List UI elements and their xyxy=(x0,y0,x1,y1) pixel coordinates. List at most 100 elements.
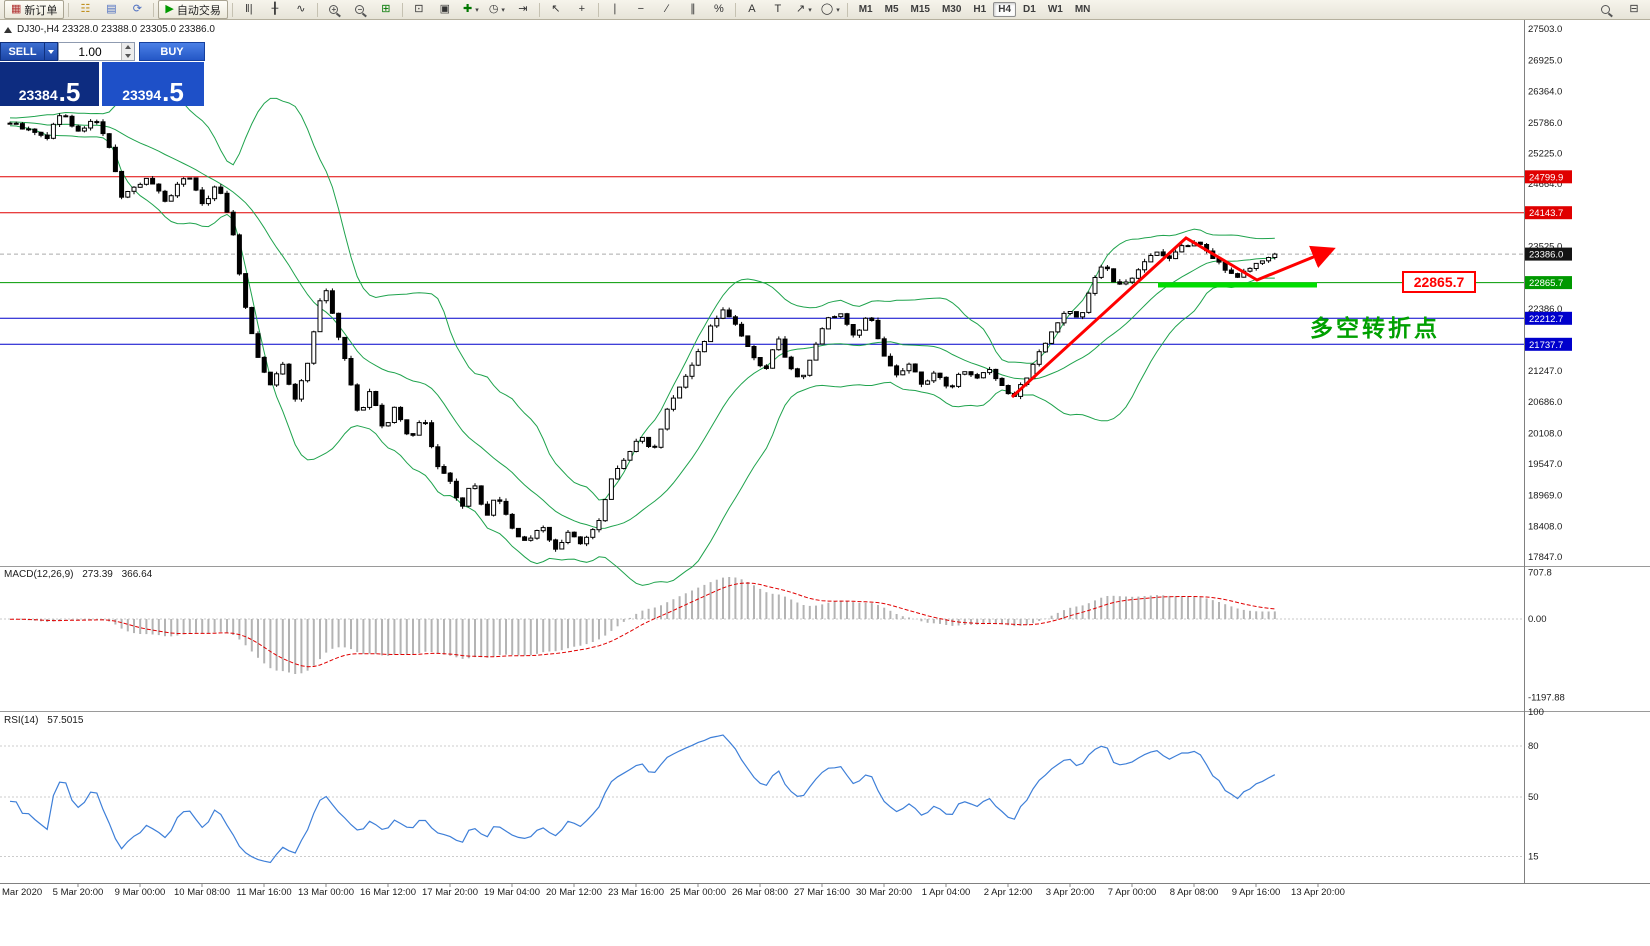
fibonacci-icon[interactable]: % xyxy=(707,0,731,19)
volume-input[interactable] xyxy=(59,43,121,60)
text-label-icon-glyph: T xyxy=(774,3,782,15)
panel-toggle-icon[interactable] xyxy=(4,26,12,33)
toolbar-separator xyxy=(316,2,318,17)
refresh-icon[interactable]: ⟳ xyxy=(125,0,149,19)
trade-controls-row: SELL BUY xyxy=(0,42,205,61)
svg-text:1 Apr 04:00: 1 Apr 04:00 xyxy=(922,887,971,898)
timeframe-W1[interactable]: W1 xyxy=(1047,4,1063,15)
candles xyxy=(7,113,1278,552)
axis-tick-labels: 27503.0 26925.0 26364.0 25786.0 25225.0 24664… xyxy=(1528,24,1565,863)
svg-text:9 Mar 00:00: 9 Mar 00:00 xyxy=(115,887,166,898)
sell-price[interactable]: 23384 .5 xyxy=(0,62,99,106)
timeframe-M5[interactable]: M5 xyxy=(884,4,899,15)
text-icon[interactable]: A xyxy=(740,0,764,19)
timeframe-MN[interactable]: MN xyxy=(1074,4,1091,15)
svg-text:22865.7: 22865.7 xyxy=(1529,278,1563,289)
chart-shift-icon-glyph: ⇥ xyxy=(518,3,528,15)
new-order-button-label: 新订单 xyxy=(24,4,58,17)
svg-text:0.00: 0.00 xyxy=(1528,614,1547,625)
volume-up-button[interactable] xyxy=(122,43,134,52)
buy-price-pips: .5 xyxy=(162,77,184,108)
pane-separators[interactable] xyxy=(0,20,1650,884)
line-chart-icon[interactable]: ∿ xyxy=(289,0,313,19)
shapes-icon[interactable]: ◯ ▾ xyxy=(818,0,843,19)
price-callout-box[interactable]: 22865.7 xyxy=(1402,271,1476,293)
svg-text:80: 80 xyxy=(1528,741,1539,752)
channel-icon[interactable]: ∥ xyxy=(681,0,705,19)
annotation-text-turning-point[interactable]: 多空转折点 xyxy=(1310,315,1440,341)
tile-windows-icon[interactable]: ⊡ xyxy=(407,0,431,19)
buy-price[interactable]: 23394 .5 xyxy=(102,62,204,106)
svg-text:24664.0: 24664.0 xyxy=(1528,179,1562,190)
volume-dropdown-icon[interactable] xyxy=(45,42,58,61)
svg-text:11 Mar 16:00: 11 Mar 16:00 xyxy=(236,887,291,898)
trade-prices-row: 23384 .5 23394 .5 xyxy=(0,62,205,106)
rsi-name: RSI(14) xyxy=(4,715,39,726)
svg-text:26 Mar 08:00: 26 Mar 08:00 xyxy=(732,887,788,898)
buy-price-main: 23394 xyxy=(122,86,162,103)
profiles-icon-glyph: ▤ xyxy=(106,3,117,15)
horizontal-line-icon[interactable]: − xyxy=(629,0,653,19)
svg-text:10 Mar 08:00: 10 Mar 08:00 xyxy=(174,887,230,898)
rsi-value: 57.5015 xyxy=(47,715,84,726)
svg-text:8 Apr 08:00: 8 Apr 08:00 xyxy=(1170,887,1219,898)
macd-indicator-label: MACD(12,26,9) 273.39 366.64 xyxy=(4,569,152,580)
crosshair-icon-glyph: + xyxy=(578,3,586,15)
volume-spinner xyxy=(121,43,134,60)
cursor-icon[interactable]: ↖ xyxy=(544,0,568,19)
history-center-icon[interactable]: ☷ xyxy=(73,0,97,19)
shapes-icon-glyph: ◯ xyxy=(820,3,834,15)
svg-text:9 Apr 16:00: 9 Apr 16:00 xyxy=(1232,887,1281,898)
svg-text:18969.0: 18969.0 xyxy=(1528,491,1562,502)
svg-text:21737.7: 21737.7 xyxy=(1529,340,1563,351)
bar-chart-icon[interactable]: ‖| xyxy=(237,0,261,19)
timeframe-H1[interactable]: H1 xyxy=(973,4,987,15)
line-chart-icon-glyph: ∿ xyxy=(296,3,306,15)
indicators-icon[interactable]: ✚ ▾ xyxy=(459,0,483,19)
periods-icon[interactable]: ◷ ▾ xyxy=(485,0,509,19)
svg-text:100: 100 xyxy=(1528,707,1544,718)
sell-button[interactable]: SELL xyxy=(0,42,45,61)
chart-shift-icon[interactable]: ⇥ xyxy=(511,0,535,19)
autotrading-button[interactable]: ▶ 自动交易 xyxy=(158,0,228,19)
sell-price-main: 23384 xyxy=(18,86,58,103)
zoom-out-icon[interactable]: − xyxy=(348,0,372,19)
new-order-button[interactable]: ▦ 新订单 xyxy=(4,0,65,19)
search-icon[interactable] xyxy=(1593,0,1617,19)
timeframe-M30[interactable]: M30 xyxy=(941,4,962,15)
indicators-icon-glyph: ✚ xyxy=(463,3,473,15)
layout-icon[interactable]: ⊟ xyxy=(1622,0,1646,19)
grid-icon[interactable]: ⊞ xyxy=(374,0,398,19)
history-center-icon-glyph: ☷ xyxy=(80,3,91,15)
candlestick-chart-icon[interactable]: ╂ xyxy=(263,0,287,19)
svg-text:27503.0: 27503.0 xyxy=(1528,24,1562,35)
svg-text:25225.0: 25225.0 xyxy=(1528,149,1562,160)
trendline-icon[interactable]: ∕ xyxy=(655,0,679,19)
svg-text:-1197.88: -1197.88 xyxy=(1528,693,1565,704)
svg-text:24799.9: 24799.9 xyxy=(1529,172,1563,183)
crosshair-icon[interactable]: + xyxy=(570,0,594,19)
volume-down-button[interactable] xyxy=(122,51,134,60)
timeframe-D1[interactable]: D1 xyxy=(1023,4,1036,15)
vertical-line-icon[interactable]: ∣ xyxy=(603,0,627,19)
search-icon-glyph xyxy=(1600,5,1610,14)
svg-text:22212.7: 22212.7 xyxy=(1529,314,1563,325)
rsi-pane xyxy=(0,734,1524,864)
svg-text:20686.0: 20686.0 xyxy=(1528,397,1562,408)
buy-button[interactable]: BUY xyxy=(139,42,205,61)
timeframe-M1[interactable]: M1 xyxy=(858,4,873,15)
drawn-annotations[interactable] xyxy=(1010,236,1336,399)
svg-text:26925.0: 26925.0 xyxy=(1528,56,1562,67)
timeframe-M15[interactable]: M15 xyxy=(910,4,930,15)
chart-ohlc-header: DJ30-,H4 23328.0 23388.0 23305.0 23386.0 xyxy=(4,24,215,35)
svg-text:5 Mar 20:00: 5 Mar 20:00 xyxy=(53,887,104,898)
arrows-icon[interactable]: ↗ ▾ xyxy=(792,0,816,19)
svg-text:19547.0: 19547.0 xyxy=(1528,459,1562,470)
profiles-icon[interactable]: ▤ xyxy=(99,0,123,19)
new-chart-icon[interactable]: ▣ xyxy=(433,0,457,19)
zoom-in-icon[interactable]: + xyxy=(322,0,346,19)
text-label-icon[interactable]: T xyxy=(766,0,790,19)
timeframe-H4[interactable]: H4 xyxy=(993,2,1017,17)
